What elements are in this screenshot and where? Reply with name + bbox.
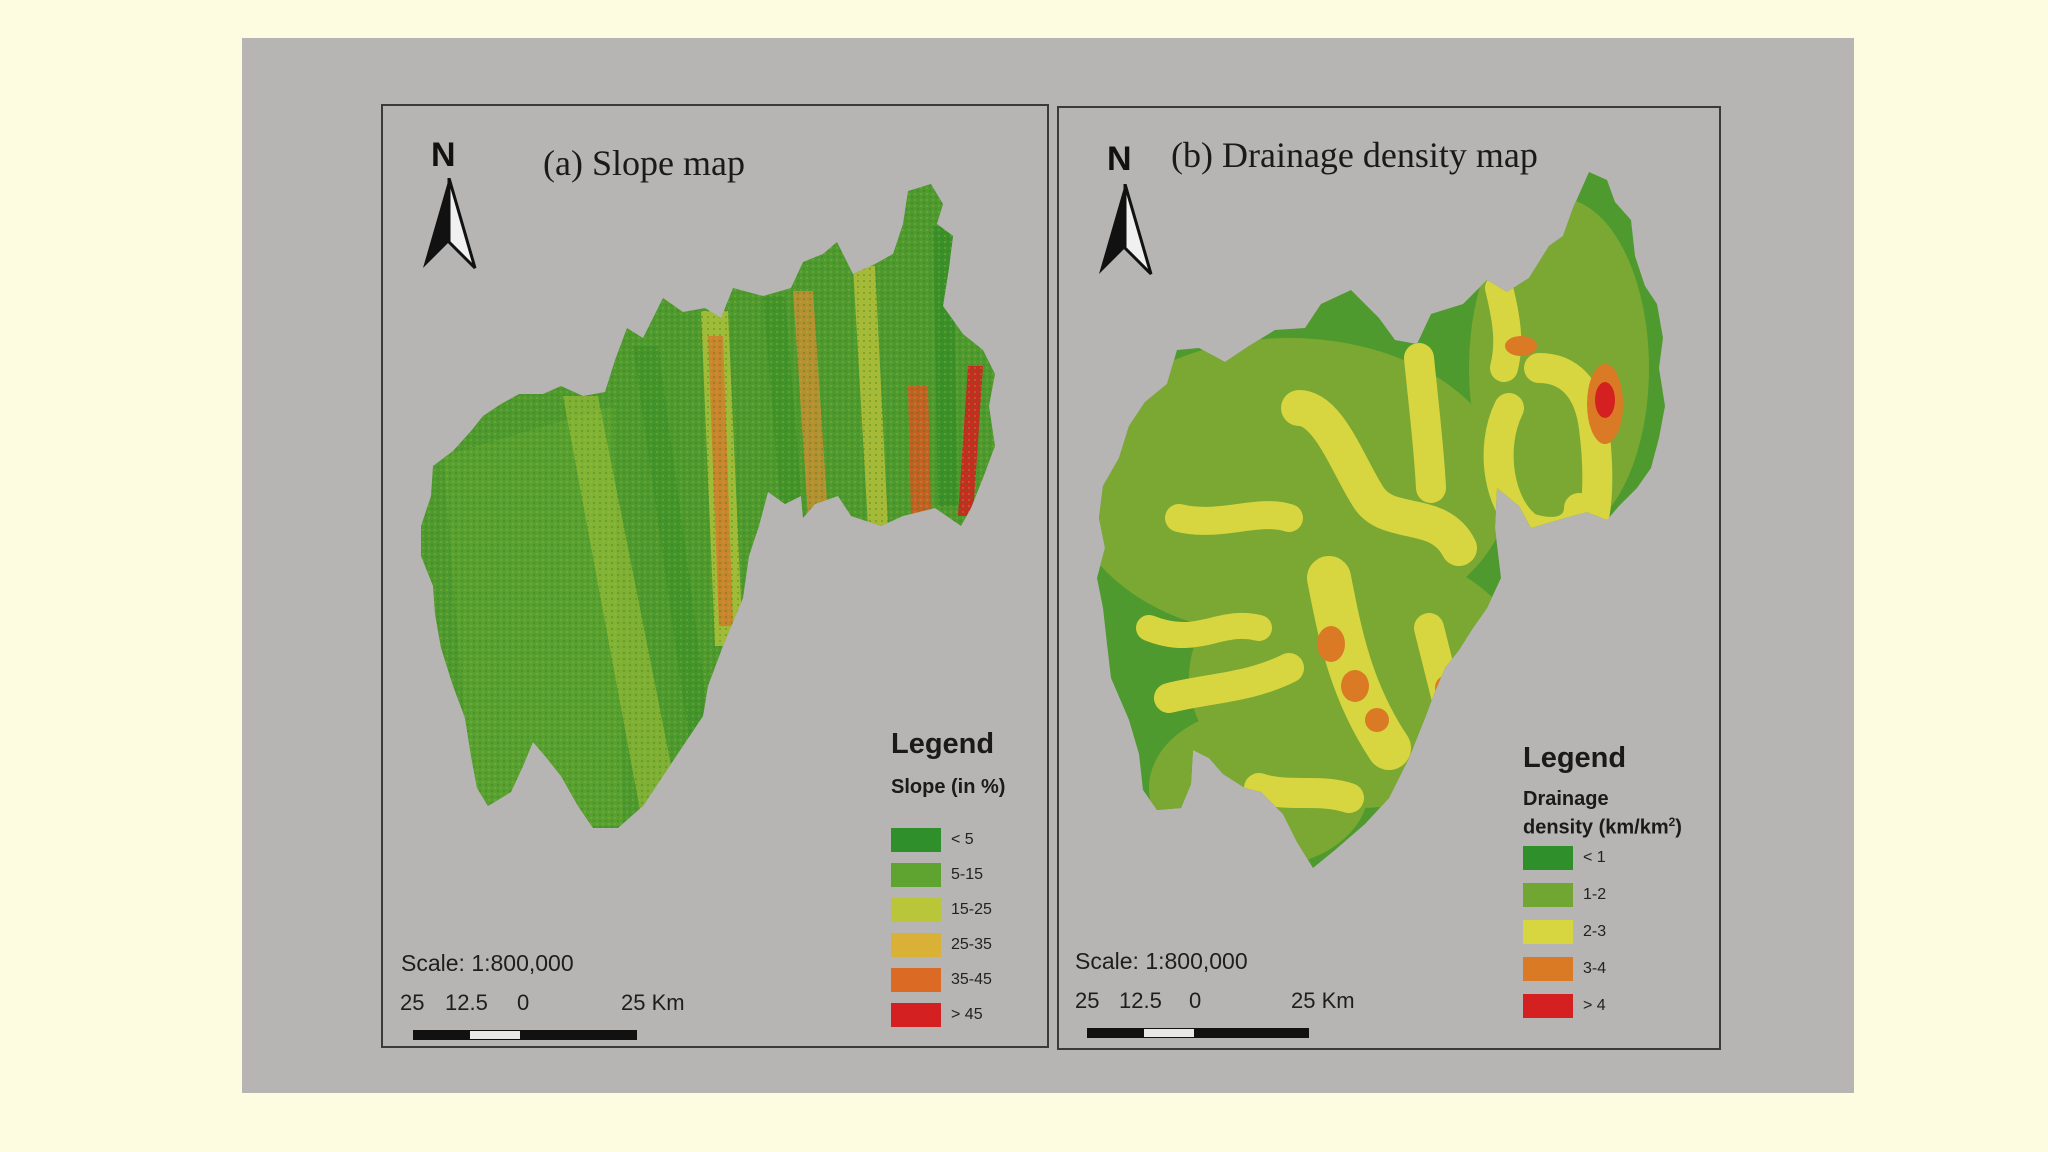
north-label: N: [431, 136, 456, 174]
legend-swatch: [1523, 846, 1573, 870]
legend-swatch: [891, 933, 941, 957]
legend-swatch: [1523, 957, 1573, 981]
legend-swatch: [891, 898, 941, 922]
legend-swatch: [891, 863, 941, 887]
drainage-density-map-image: [1097, 172, 1665, 868]
legend-subtitle-line1: Drainage: [1523, 788, 1609, 810]
legend-label: 35-45: [951, 971, 992, 988]
scale-label: Scale: 1:800,000: [1075, 948, 1248, 974]
scale-tick: 0: [1189, 988, 1202, 1013]
map-title: (a) Slope map: [543, 143, 745, 183]
scale-bar: [1087, 1028, 1309, 1038]
legend-label: 2-3: [1583, 923, 1607, 940]
legend-label: 25-35: [951, 936, 992, 953]
scale-bar: [413, 1030, 637, 1040]
legend-title: Legend: [891, 728, 995, 760]
scale-tick: 12.5: [1119, 988, 1162, 1013]
north-arrow-icon: [1099, 184, 1153, 276]
scale-tick: 12.5: [445, 990, 488, 1015]
scale-tick: 25 Km: [621, 990, 685, 1015]
slope-map-panel: (a) Slope map N Legend Slope (in %) < 5 5…: [381, 104, 1049, 1048]
legend-label: < 5: [951, 831, 974, 848]
scale-label: Scale: 1:800,000: [401, 950, 574, 976]
north-label: N: [1107, 140, 1132, 178]
legend-subtitle: Slope (in %): [891, 776, 1006, 798]
legend-label: > 45: [951, 1006, 983, 1023]
scale-tick: 25: [400, 990, 425, 1015]
legend-title: Legend: [1523, 742, 1627, 774]
legend-label: 5-15: [951, 866, 984, 883]
legend-label: 3-4: [1583, 960, 1607, 977]
legend-label: 15-25: [951, 901, 992, 918]
legend-swatch: [891, 828, 941, 852]
legend-swatch: [1523, 920, 1573, 944]
slope-map-image: [421, 184, 995, 828]
scale-tick: 0: [517, 990, 530, 1015]
legend-swatch: [891, 1003, 941, 1027]
legend-label: 1-2: [1583, 886, 1607, 903]
legend-swatch: [1523, 994, 1573, 1018]
drainage-density-map-panel: (b) Drainage density map N Legend Draina…: [1057, 106, 1721, 1050]
legend-label: > 4: [1583, 997, 1606, 1014]
legend-label: < 1: [1583, 849, 1606, 866]
legend-subtitle: Drainage density (km/km2): [1523, 788, 1682, 840]
scale-tick: 25: [1075, 988, 1100, 1013]
legend-subtitle-line2: density (km/km2): [1523, 815, 1682, 839]
slide: (a) Slope map N Legend Slope (in %) < 5 5…: [242, 38, 1854, 1093]
legend-swatch: [891, 968, 941, 992]
north-arrow-icon: [423, 178, 477, 270]
scale-tick: 25 Km: [1291, 988, 1355, 1013]
map-title: (b) Drainage density map: [1171, 135, 1538, 175]
legend-swatch: [1523, 883, 1573, 907]
